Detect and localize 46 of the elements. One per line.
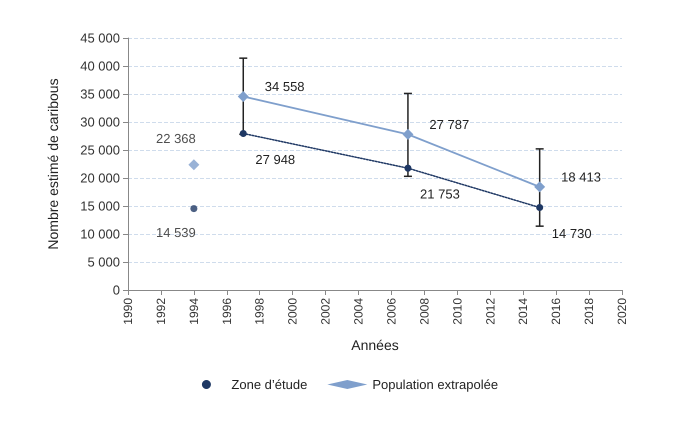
x-tick-label: 2008: [417, 298, 432, 325]
data-label: 14 539: [156, 225, 196, 240]
x-tick-label: 2010: [450, 298, 464, 325]
y-tick-label: 30 000: [80, 114, 120, 130]
data-label: 27 787: [429, 116, 470, 132]
data-label: 14 730: [552, 226, 592, 242]
x-tick-label: 1998: [252, 298, 267, 325]
x-tick-label: 2014: [516, 298, 530, 325]
y-tick-label: 35 000: [80, 86, 120, 102]
y-tick-label: 20 000: [80, 170, 120, 186]
x-tick-label: 1996: [220, 298, 234, 325]
legend-label: Zone d’étude: [231, 377, 308, 392]
point: [402, 128, 414, 140]
point: [188, 159, 200, 170]
x-tick-label: 2016: [549, 298, 564, 325]
data-label: 34 558: [264, 78, 305, 94]
point: [536, 204, 544, 212]
x-tick-label: 2018: [582, 298, 596, 325]
data-label: 18 413: [561, 169, 601, 184]
x-tick-label: 1994: [186, 298, 201, 325]
y-tick-label: 25 000: [80, 142, 120, 158]
data-label: 21 753: [420, 186, 460, 202]
y-tick-label: 40 000: [80, 58, 120, 74]
x-tick-label: 2020: [615, 298, 629, 325]
y-tick-label: 10 000: [80, 226, 120, 242]
x-tick-label: 1990: [121, 298, 135, 325]
y-axis-title: Nombre estimé de caribous: [45, 78, 61, 250]
y-tick-label: 0: [112, 282, 120, 298]
x-axis-title: Années: [351, 337, 399, 353]
point: [238, 90, 249, 102]
point: [190, 205, 198, 212]
data-label: 22 368: [156, 131, 196, 146]
x-tick-label: 2006: [384, 298, 398, 325]
point: [240, 130, 247, 137]
x-tick-label: 1992: [154, 298, 168, 325]
x-tick-label: 2004: [352, 298, 366, 325]
data-label: 27 948: [255, 152, 296, 167]
x-tick-label: 2000: [286, 298, 300, 325]
x-tick-label: 2002: [318, 298, 333, 325]
point: [404, 164, 412, 172]
y-tick-label: 15 000: [80, 198, 120, 214]
point: [534, 181, 546, 192]
x-tick-label: 2012: [483, 298, 498, 325]
legend-label: Population extrapolée: [372, 377, 498, 392]
y-tick-label: 5 000: [87, 254, 120, 270]
y-tick-label: 45 000: [80, 30, 120, 46]
